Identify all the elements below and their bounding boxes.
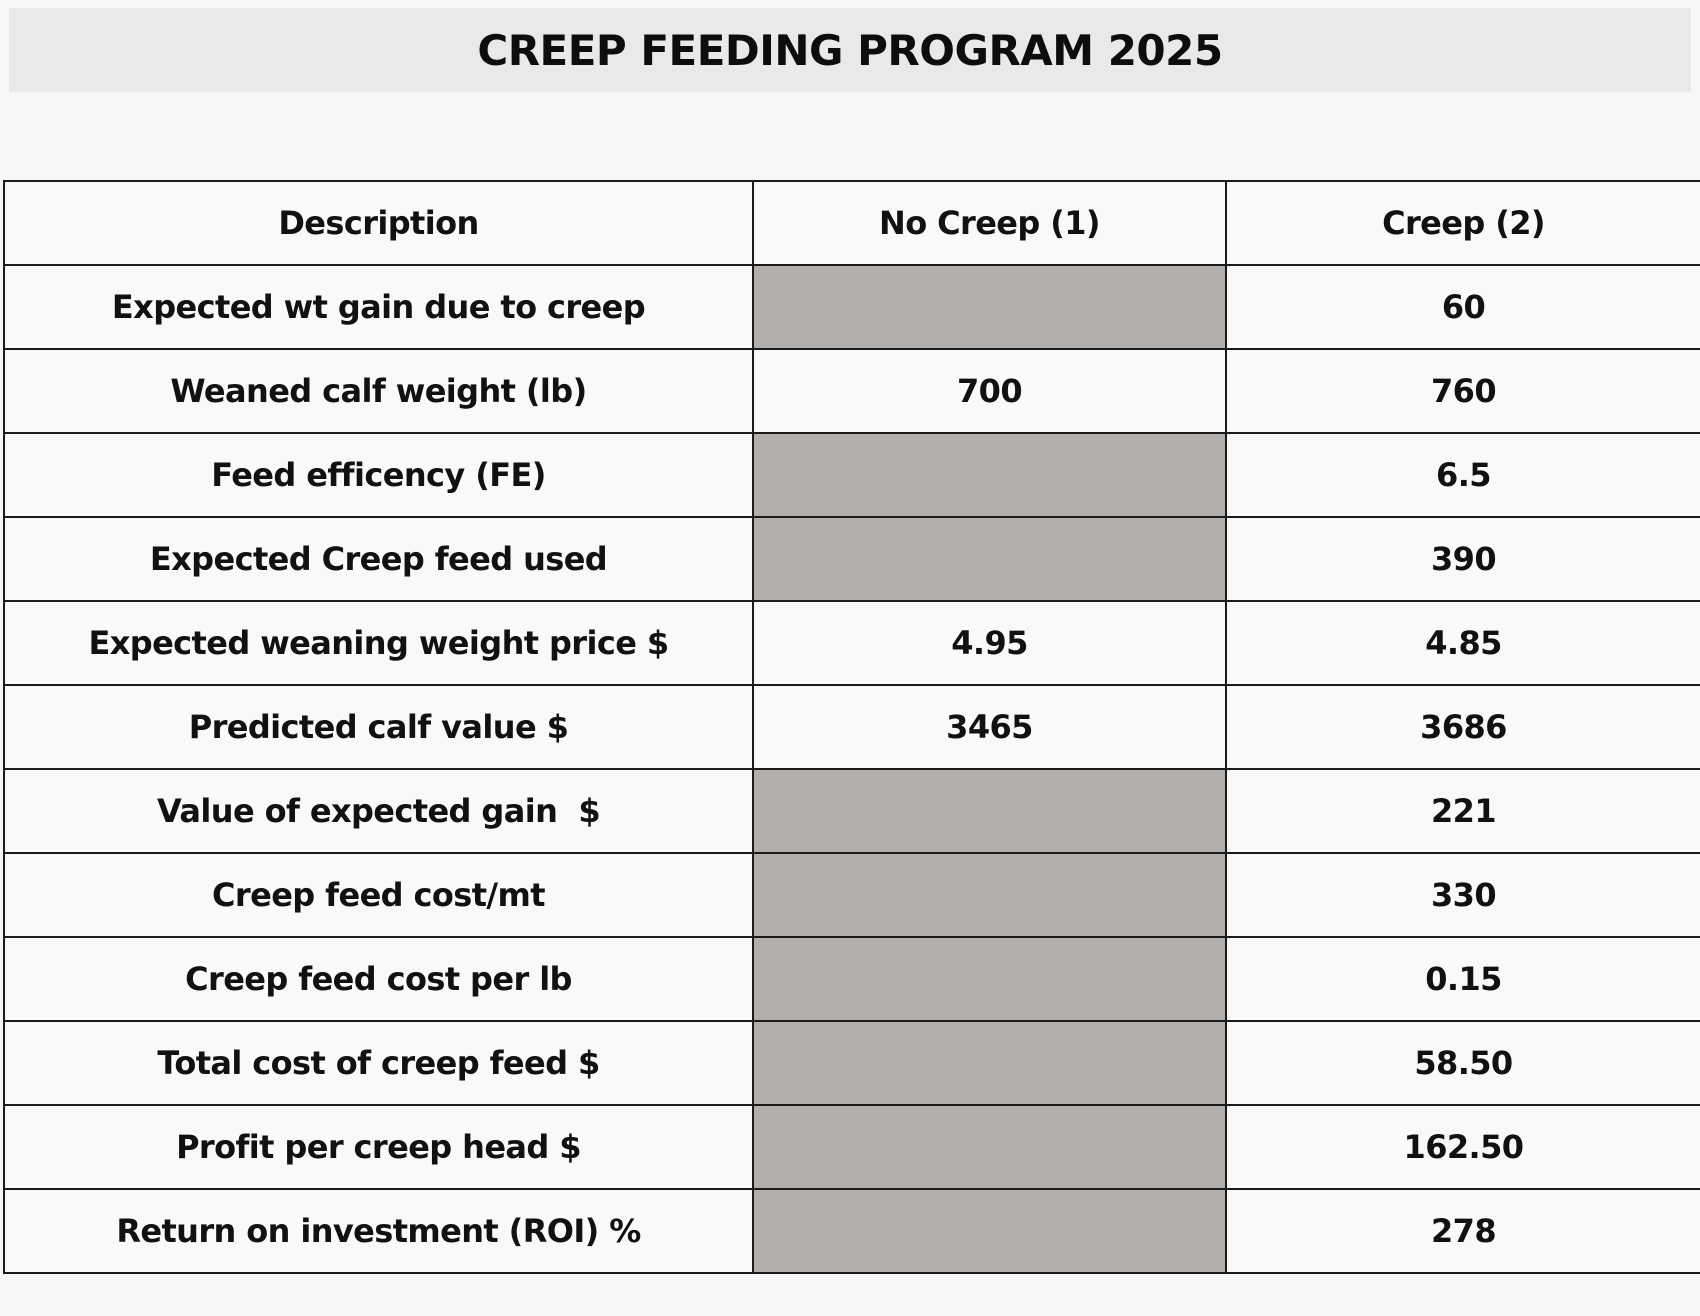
no-creep-cell-shaded: [752, 768, 1227, 854]
table-row: Feed efficency (FE) 6.5: [3, 432, 1700, 518]
creep-value: 3686: [1225, 684, 1700, 770]
creep-value: 162.50: [1225, 1104, 1700, 1190]
table-row: Expected Creep feed used 390: [3, 516, 1700, 602]
table-header-row: Description No Creep (1) Creep (2): [3, 180, 1700, 266]
row-description: Value of expected gain $: [3, 768, 754, 854]
table-row: Expected weaning weight price $4.95 4.85: [3, 600, 1700, 686]
no-creep-cell-shaded: [752, 264, 1227, 350]
creep-value: 278: [1225, 1188, 1700, 1274]
column-header-description: Description: [3, 180, 754, 266]
no-creep-cell-shaded: [752, 1020, 1227, 1106]
creep-value: 6.5: [1225, 432, 1700, 518]
creep-value: 390: [1225, 516, 1700, 602]
no-creep-cell-shaded: [752, 432, 1227, 518]
creep-value: 221: [1225, 768, 1700, 854]
row-description: Creep feed cost/mt: [3, 852, 754, 938]
table-row: Profit per creep head $ 162.50: [3, 1104, 1700, 1190]
no-creep-cell-shaded: [752, 516, 1227, 602]
table-row: Weaned calf weight (lb) 700 760: [3, 348, 1700, 434]
column-header-no-creep: No Creep (1): [752, 180, 1227, 266]
creep-value: 4.85: [1225, 600, 1700, 686]
creep-feeding-table: Description No Creep (1) Creep (2) Expec…: [3, 180, 1700, 1274]
row-description: Expected wt gain due to creep: [3, 264, 754, 350]
creep-value: 58.50: [1225, 1020, 1700, 1106]
row-description: Feed efficency (FE): [3, 432, 754, 518]
row-description: Predicted calf value $: [3, 684, 754, 770]
no-creep-cell-shaded: [752, 1188, 1227, 1274]
row-description: Return on investment (ROI) %: [3, 1188, 754, 1274]
creep-value: 760: [1225, 348, 1700, 434]
row-description: Weaned calf weight (lb): [3, 348, 754, 434]
page-title: CREEP FEEDING PROGRAM 2025: [477, 25, 1223, 75]
column-header-creep: Creep (2): [1225, 180, 1700, 266]
no-creep-value: 4.95: [752, 600, 1227, 686]
no-creep-cell-shaded: [752, 936, 1227, 1022]
table-row: Total cost of creep feed $ 58.50: [3, 1020, 1700, 1106]
no-creep-cell-shaded: [752, 852, 1227, 938]
no-creep-value: 3465: [752, 684, 1227, 770]
creep-value: 0.15: [1225, 936, 1700, 1022]
title-band: CREEP FEEDING PROGRAM 2025: [9, 8, 1691, 92]
table-row: Expected wt gain due to creep 60: [3, 264, 1700, 350]
row-description: Expected weaning weight price $: [3, 600, 754, 686]
table-row: Value of expected gain $ 221: [3, 768, 1700, 854]
table-row: Return on investment (ROI) % 278: [3, 1188, 1700, 1274]
table-row: Creep feed cost/mt 330: [3, 852, 1700, 938]
table-row: Creep feed cost per lb 0.15: [3, 936, 1700, 1022]
creep-value: 330: [1225, 852, 1700, 938]
row-description: Profit per creep head $: [3, 1104, 754, 1190]
table-row: Predicted calf value $3465 3686: [3, 684, 1700, 770]
row-description: Total cost of creep feed $: [3, 1020, 754, 1106]
table-body: Expected wt gain due to creep 60 Weaned ca…: [3, 264, 1700, 1274]
creep-value: 60: [1225, 264, 1700, 350]
no-creep-value: 700: [752, 348, 1227, 434]
no-creep-cell-shaded: [752, 1104, 1227, 1190]
row-description: Expected Creep feed used: [3, 516, 754, 602]
row-description: Creep feed cost per lb: [3, 936, 754, 1022]
